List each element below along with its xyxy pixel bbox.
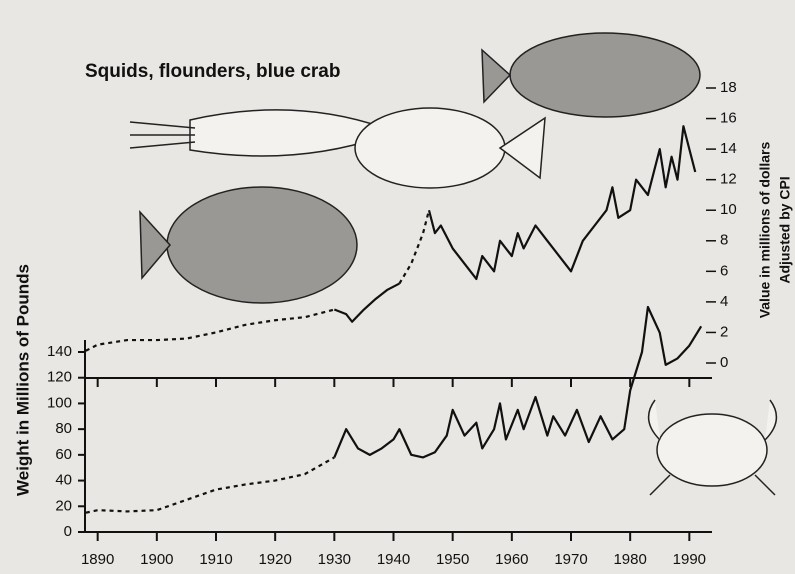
- x-tick-label: 1960: [495, 551, 528, 568]
- y-tick-label: 80: [55, 420, 72, 437]
- data-line: [333, 305, 703, 459]
- y2-tick-label: 2: [720, 323, 728, 340]
- flounder-illustration: [166, 186, 358, 304]
- x-tick-label: 1890: [81, 551, 114, 568]
- flounder-tail: [139, 209, 171, 280]
- y2-tick-label: 14: [720, 140, 737, 157]
- data-line: [85, 308, 335, 352]
- data-line: [85, 456, 335, 514]
- flounder-illustration: [354, 107, 506, 189]
- y-tick-label: 60: [55, 446, 72, 463]
- y2-tick-label: 18: [720, 79, 737, 96]
- crab-legs: [647, 399, 778, 496]
- y-tick-label: 0: [64, 523, 72, 540]
- flounder-tail: [481, 48, 512, 104]
- y2-axis-subtitle: Adjusted by CPI: [777, 176, 793, 283]
- y-tick-label: 100: [47, 394, 72, 411]
- x-tick-label: 1950: [436, 551, 469, 568]
- x-tick-label: 1980: [613, 551, 646, 568]
- chart-title: Squids, flounders, blue crab: [85, 61, 340, 82]
- y2-tick-label: 6: [720, 262, 728, 279]
- x-tick-label: 1990: [673, 551, 706, 568]
- y2-tick-label: 0: [720, 354, 728, 371]
- x-tick-label: 1970: [554, 551, 587, 568]
- crab-illustration: [656, 413, 768, 487]
- x-tick-label: 1940: [377, 551, 410, 568]
- data-line: [398, 209, 431, 285]
- flounder-illustration: [509, 32, 701, 118]
- y-tick-label: 120: [47, 369, 72, 386]
- x-tick-label: 1920: [258, 551, 291, 568]
- flounder-tail: [498, 116, 546, 180]
- y2-tick-label: 12: [720, 171, 737, 188]
- squid-tentacles: [129, 121, 196, 149]
- y-tick-label: 40: [55, 472, 72, 489]
- y2-tick-label: 16: [720, 110, 737, 127]
- x-tick-label: 1910: [199, 551, 232, 568]
- y2-axis-title: Value in millions of dollars: [757, 141, 773, 318]
- y2-tick-label: 4: [720, 293, 728, 310]
- y2-tick-label: 8: [720, 232, 728, 249]
- y-tick-label: 140: [47, 343, 72, 360]
- y2-tick-label: 10: [720, 201, 737, 218]
- data-line: [333, 282, 400, 323]
- x-tick-label: 1900: [140, 551, 173, 568]
- y-axis-title: Weight in Millions of Pounds: [13, 264, 32, 496]
- y-tick-label: 20: [55, 497, 72, 514]
- x-tick-label: 1930: [318, 551, 351, 568]
- illustrations: [129, 32, 778, 496]
- data-line: [427, 125, 697, 281]
